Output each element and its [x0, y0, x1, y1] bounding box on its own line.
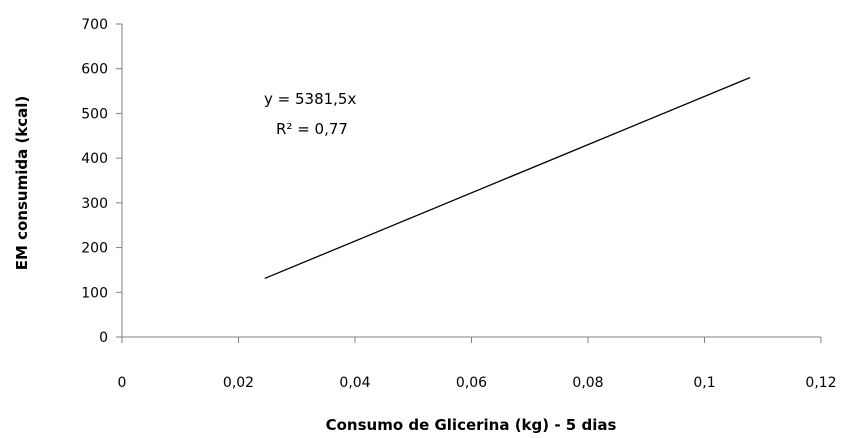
x-axis-title: Consumo de Glicerina (kg) - 5 dias — [326, 416, 617, 434]
y-tick-label: 0 — [99, 330, 108, 346]
x-tick-label: 0,12 — [805, 375, 836, 391]
y-tick-label: 200 — [81, 241, 108, 257]
plot-area: 0 100 200 300 400 500 600 700 0 0,02 0,04 0,06 0,08… — [81, 17, 836, 391]
y-tick-label: 400 — [81, 151, 108, 167]
x-tick-label: 0,1 — [693, 375, 715, 391]
y-tick-label: 300 — [81, 196, 108, 212]
x-tick-label: 0,02 — [223, 375, 254, 391]
y-axis-title: EM consumida (kcal) — [13, 96, 31, 271]
x-tick-label: 0,04 — [339, 375, 370, 391]
trendline-equation: y = 5381,5x — [264, 90, 356, 108]
x-tick-label: 0,08 — [572, 375, 603, 391]
series-group — [264, 77, 751, 280]
y-tick-label: 600 — [81, 62, 108, 78]
series-line — [264, 77, 751, 280]
y-axis-ticks: 0 100 200 300 400 500 600 700 — [81, 17, 122, 346]
x-axis-ticks: 0 0,02 0,04 0,06 0,08 0,1 0,12 — [118, 337, 837, 391]
y-tick-label: 100 — [81, 285, 108, 301]
y-tick-label: 500 — [81, 106, 108, 122]
x-tick-label: 0 — [118, 375, 127, 391]
y-tick-label: 700 — [81, 17, 108, 33]
r-squared-label: R² = 0,77 — [276, 120, 348, 138]
x-tick-label: 0,06 — [456, 375, 487, 391]
